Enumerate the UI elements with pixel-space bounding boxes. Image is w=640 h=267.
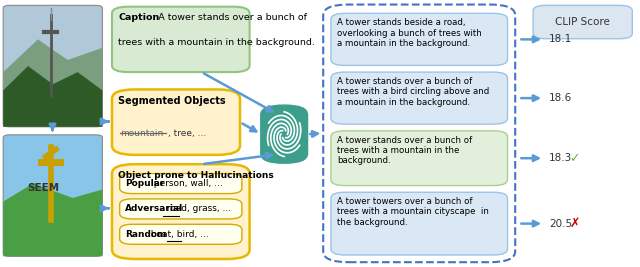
Text: mountain: mountain [120, 129, 163, 138]
Text: A tower stands over a bunch of
trees with a bird circling above and
a mountain i: A tower stands over a bunch of trees wit… [337, 77, 490, 107]
FancyBboxPatch shape [331, 13, 508, 65]
FancyBboxPatch shape [331, 131, 508, 186]
FancyBboxPatch shape [120, 174, 242, 194]
Text: : boat, bird, ...: : boat, bird, ... [145, 230, 209, 239]
Text: Popular: Popular [125, 179, 164, 188]
Text: Caption: Caption [118, 13, 159, 22]
Text: 18.6: 18.6 [549, 93, 572, 103]
Text: Object prone to Hallucinations: Object prone to Hallucinations [118, 171, 274, 180]
Text: A tower stands over a bunch of
trees with a mountain in the
background.: A tower stands over a bunch of trees wit… [337, 136, 472, 166]
FancyBboxPatch shape [261, 105, 307, 163]
Text: 20.5: 20.5 [549, 219, 572, 229]
Text: A tower towers over a bunch of
trees with a mountain cityscape  in
the backgroun: A tower towers over a bunch of trees wit… [337, 197, 489, 227]
Text: : road, grass, ...: : road, grass, ... [161, 205, 232, 213]
FancyBboxPatch shape [3, 135, 102, 256]
Text: Random: Random [125, 230, 166, 239]
Polygon shape [3, 39, 102, 127]
FancyBboxPatch shape [120, 224, 242, 244]
Text: , tree, ...: , tree, ... [168, 129, 206, 138]
Text: ✓: ✓ [570, 152, 580, 165]
FancyBboxPatch shape [331, 72, 508, 124]
Text: ✗: ✗ [570, 217, 580, 230]
Text: CLIP Score: CLIP Score [556, 17, 610, 27]
Text: A tower stands beside a road,
overlooking a bunch of trees with
a mountain in th: A tower stands beside a road, overlookin… [337, 18, 482, 48]
Text: trees with a mountain in the background.: trees with a mountain in the background. [118, 38, 316, 47]
FancyBboxPatch shape [331, 192, 508, 255]
Text: Segmented Objects: Segmented Objects [118, 96, 226, 106]
Text: SEEM: SEEM [28, 183, 60, 193]
FancyBboxPatch shape [120, 199, 242, 219]
FancyBboxPatch shape [3, 5, 102, 127]
FancyBboxPatch shape [112, 89, 240, 155]
Text: 18.3: 18.3 [549, 153, 572, 163]
Text: 18.1: 18.1 [549, 34, 572, 44]
FancyBboxPatch shape [112, 164, 250, 259]
FancyBboxPatch shape [112, 7, 250, 72]
Polygon shape [3, 183, 102, 256]
Text: Adversarial: Adversarial [125, 205, 183, 213]
Text: : A tower stands over a bunch of: : A tower stands over a bunch of [152, 13, 307, 22]
Text: : person, wall, ...: : person, wall, ... [148, 179, 223, 188]
FancyBboxPatch shape [533, 5, 632, 39]
Polygon shape [3, 66, 102, 127]
